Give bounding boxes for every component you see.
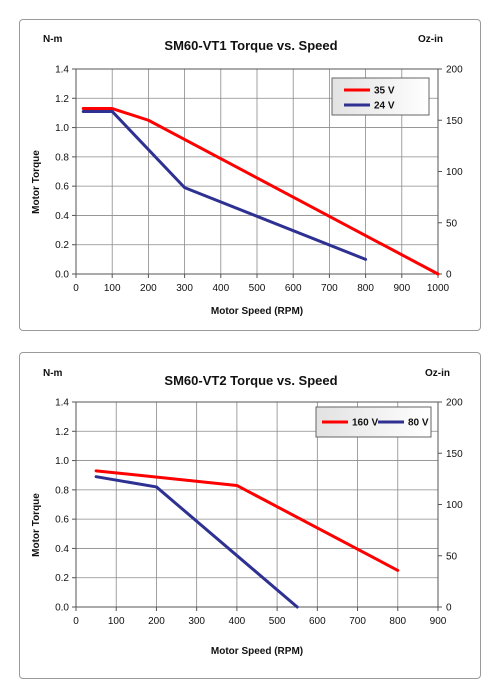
- x-tick-label: 400: [212, 283, 229, 294]
- y-tick-label: 0.4: [55, 211, 69, 222]
- y-tick-label: 1.0: [55, 456, 69, 467]
- y2-tick-label: 200: [446, 65, 463, 76]
- x-tick-label: 0: [73, 283, 79, 294]
- x-tick-label: 300: [176, 283, 193, 294]
- y-tick-label: 0.8: [55, 485, 69, 496]
- x-tick-label: 500: [249, 283, 266, 294]
- series-line: [81, 109, 368, 261]
- y-tick-label: 1.2: [55, 94, 69, 105]
- x-tick-label: 200: [148, 616, 165, 627]
- legend-label: 80 V: [408, 418, 429, 429]
- x-tick-label: 400: [229, 616, 246, 627]
- legend-label: 160 V: [352, 418, 378, 429]
- y-tick-label: 0.0: [55, 270, 69, 281]
- y2-tick-label: 100: [446, 500, 463, 511]
- x-tick-label: 900: [430, 616, 447, 627]
- chart-title: SM60-VT2 Torque vs. Speed: [164, 373, 337, 388]
- y-tick-label: 0.4: [55, 544, 69, 555]
- y-axis-label: Motor Torque: [31, 150, 42, 214]
- x-tick-label: 700: [321, 283, 338, 294]
- x-tick-label: 800: [357, 283, 374, 294]
- y-tick-label: 1.4: [55, 398, 69, 409]
- right-unit-label: Oz-in: [418, 34, 443, 45]
- y2-tick-label: 50: [446, 218, 458, 229]
- y2-tick-label: 150: [446, 116, 463, 127]
- y-tick-label: 0.2: [55, 573, 69, 584]
- x-tick-label: 800: [389, 616, 406, 627]
- x-tick-label: 1000: [427, 283, 450, 294]
- chart-title: SM60-VT1 Torque vs. Speed: [164, 38, 337, 53]
- chart-panel-vt2: SM60-VT2 Torque vs. Speed N-m Oz-in Moto…: [19, 352, 481, 679]
- x-tick-label: 100: [104, 283, 121, 294]
- y-tick-label: 0.2: [55, 240, 69, 251]
- x-tick-label: 100: [108, 616, 125, 627]
- x-tick-label: 700: [349, 616, 366, 627]
- y-tick-label: 1.2: [55, 427, 69, 438]
- x-tick-label: 200: [140, 283, 157, 294]
- y-tick-label: 0.8: [55, 152, 69, 163]
- series-line: [81, 107, 440, 276]
- left-unit-label: N-m: [43, 34, 63, 45]
- y2-tick-label: 150: [446, 449, 463, 460]
- y-axis-label: Motor Torque: [31, 493, 42, 557]
- chart-panel-vt1: SM60-VT1 Torque vs. Speed N-m Oz-in Moto…: [19, 19, 481, 331]
- x-tick-label: 300: [188, 616, 205, 627]
- chart-svg-vt2: SM60-VT2 Torque vs. Speed N-m Oz-in Moto…: [31, 368, 463, 657]
- y-tick-label: 0.6: [55, 182, 69, 193]
- chart-svg-vt1: SM60-VT1 Torque vs. Speed N-m Oz-in Moto…: [31, 34, 463, 317]
- y-tick-label: 1.0: [55, 123, 69, 134]
- legend-box: [331, 77, 430, 116]
- x-tick-label: 0: [73, 616, 79, 627]
- y2-tick-label: 50: [446, 551, 458, 562]
- x-tick-label: 500: [269, 616, 286, 627]
- legend-label: 24 V: [374, 101, 395, 112]
- x-axis-label: Motor Speed (RPM): [211, 306, 303, 317]
- y-tick-label: 0.6: [55, 515, 69, 526]
- y2-tick-label: 0: [446, 270, 452, 281]
- y2-tick-label: 0: [446, 603, 452, 614]
- series-line: [94, 475, 299, 609]
- x-tick-label: 600: [285, 283, 302, 294]
- y-tick-label: 0.0: [55, 603, 69, 614]
- series-line: [94, 469, 400, 572]
- x-tick-label: 600: [309, 616, 326, 627]
- legend-label: 35 V: [374, 86, 395, 97]
- right-unit-label: Oz-in: [425, 368, 450, 379]
- y2-tick-label: 100: [446, 167, 463, 178]
- y2-tick-label: 200: [446, 398, 463, 409]
- x-tick-label: 900: [393, 283, 410, 294]
- left-unit-label: N-m: [43, 368, 63, 379]
- y-tick-label: 1.4: [55, 65, 69, 76]
- x-axis-label: Motor Speed (RPM): [211, 646, 303, 657]
